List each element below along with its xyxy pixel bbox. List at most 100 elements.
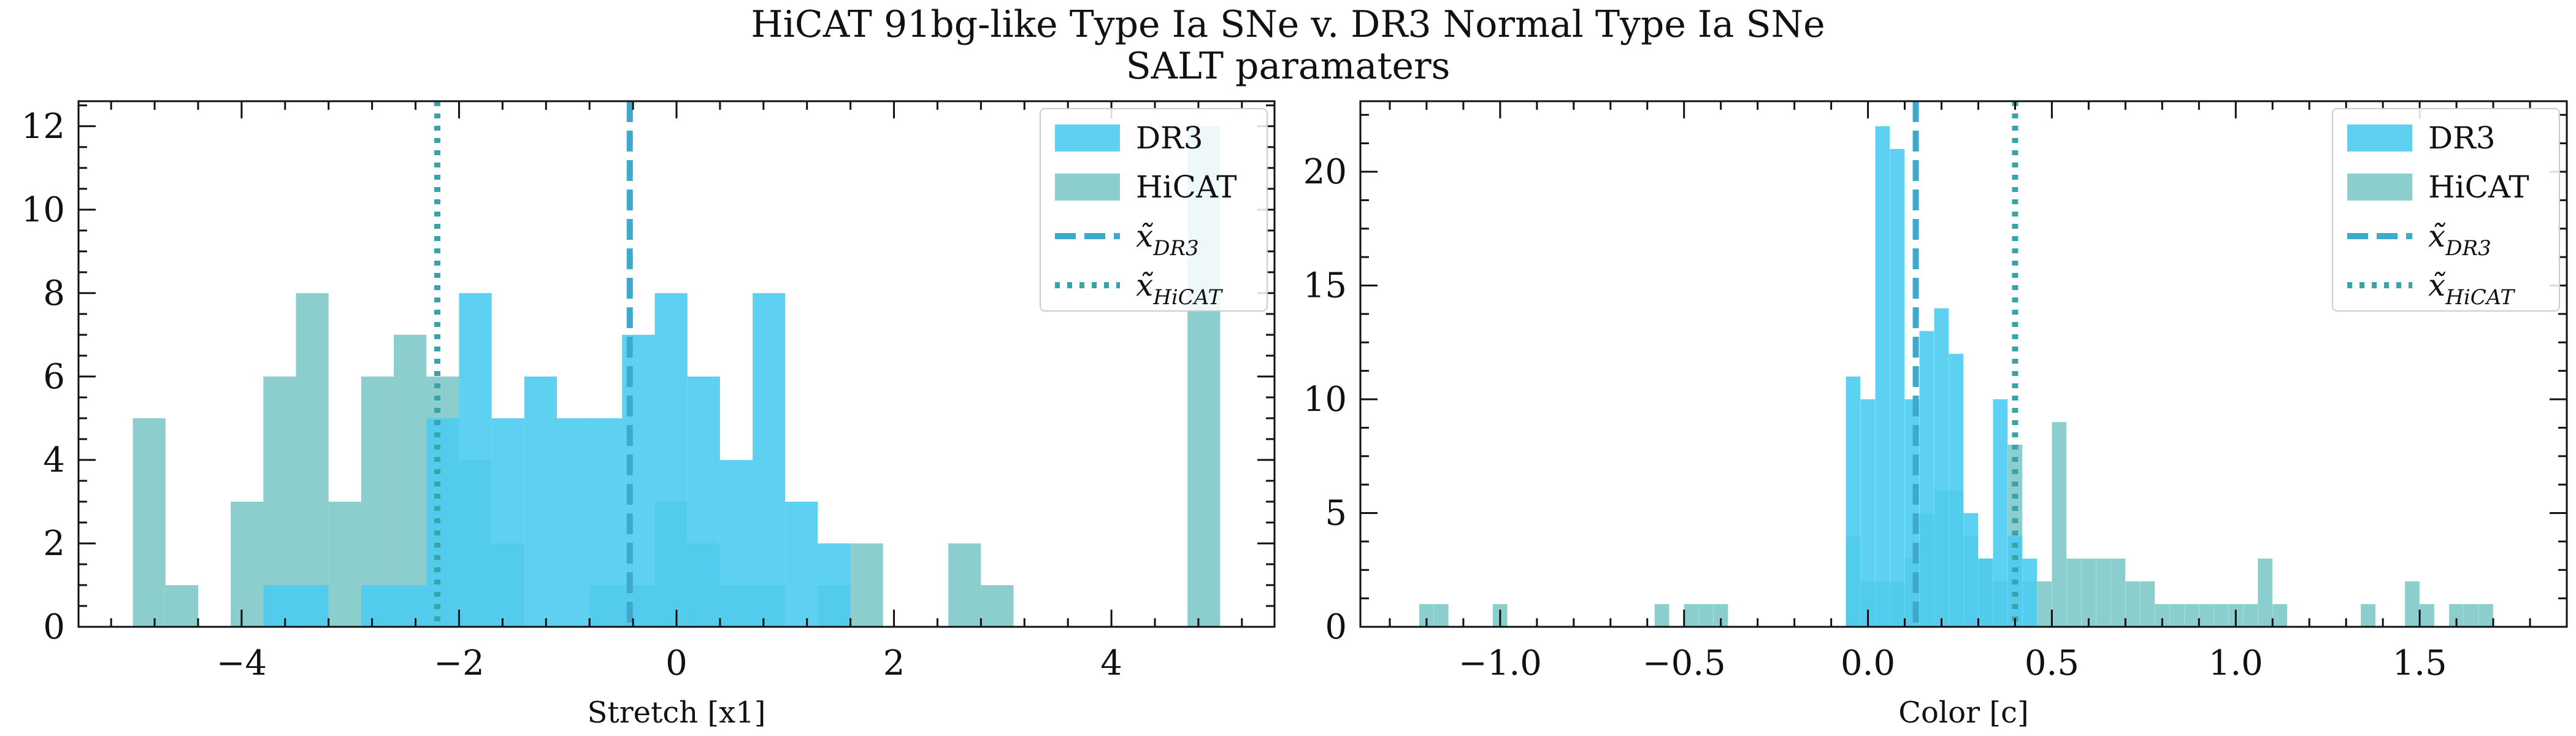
histogram-bar-hicat: [2140, 581, 2155, 627]
histogram-bar-dr3: [459, 293, 492, 627]
histogram-bar-hicat: [132, 418, 166, 627]
histogram-bar-dr3: [491, 418, 524, 627]
histogram-bar-hicat: [394, 334, 427, 627]
histogram-bar-hicat: [2361, 604, 2375, 627]
histogram-bar-hicat: [2464, 604, 2478, 627]
x-tick-label: 2: [883, 643, 905, 683]
legend-entry-dr3-label-main: DR3: [1136, 120, 1203, 156]
y-tick-label: 8: [43, 274, 65, 313]
histogram-bar-hicat: [1713, 604, 1728, 627]
histogram-bar-dr3: [589, 418, 623, 627]
y-tick-label: 5: [1325, 494, 1347, 534]
histogram-bar-dr3: [687, 376, 720, 627]
y-tick-label: 10: [1303, 380, 1347, 420]
color-histogram-panel: −1.0 −0.5 0.0 0.5 1.0 1.5 0 5 10 15 20 Color [c] DR3…: [1303, 100, 2568, 730]
histogram-bar-dr3: [1860, 399, 1876, 627]
legend-entry-hicat-label: HiCAT: [1136, 169, 1237, 205]
histogram-bar-dr3: [1846, 376, 1861, 627]
histogram-bar-hicat: [2169, 604, 2185, 627]
legend-entry-dr3-swatch: [2347, 125, 2412, 151]
histogram-bar-hicat: [2405, 581, 2420, 627]
histogram-bar-dr3: [361, 585, 394, 627]
legend-entry-dr3-label-main: DR3: [2428, 120, 2496, 156]
legend-entry-hicat-median-label: x̃HiCAT: [1136, 267, 1223, 310]
series-dr3: [263, 293, 851, 627]
histogram-bar-hicat: [850, 543, 883, 627]
histogram-bar-dr3: [296, 585, 329, 627]
legend-entry-hicat-swatch: [2347, 174, 2412, 201]
legend-entry-dr3-median-label-sub: DR3: [2445, 236, 2491, 261]
y-tick-label: 0: [43, 607, 65, 647]
histogram-bar-hicat: [2155, 604, 2170, 627]
y-tick-label: 6: [43, 357, 65, 397]
y-tick-label: 0: [1325, 607, 1347, 647]
histogram-bar-hicat: [2449, 604, 2464, 627]
histogram-bar-hicat: [981, 585, 1014, 627]
x-tick-label: −4: [217, 643, 267, 683]
x-tick-label: 0.5: [2025, 643, 2079, 683]
histogram-bar-dr3: [426, 418, 459, 627]
figure-title: HiCAT 91bg-like Type Ia SNe v. DR3 Norma…: [751, 3, 1825, 46]
legend-entry-dr3-label: DR3: [1136, 120, 1203, 156]
legend-entry-hicat-label-main: HiCAT: [1136, 169, 1237, 205]
histogram-bar-hicat: [231, 501, 264, 627]
histogram-bar-hicat: [1419, 604, 1434, 627]
histogram-bar-dr3: [719, 459, 753, 627]
legend-entry-dr3-median-label: x̃DR3: [1136, 218, 1199, 261]
histogram-bar-hicat: [2066, 558, 2082, 627]
histogram-bar-hicat: [2258, 558, 2272, 627]
histogram-bar-dr3: [263, 585, 296, 627]
x-tick-label: 1.0: [2209, 643, 2263, 683]
legend-entry-hicat-label: HiCAT: [2428, 169, 2529, 205]
histogram-bar-dr3: [1934, 308, 1949, 627]
legend-entry-hicat-swatch: [1055, 174, 1120, 201]
histogram-bar-dr3: [1890, 148, 1905, 627]
histogram-bar-hicat: [2214, 604, 2228, 627]
legend-entry-hicat-median-label-sub: HiCAT: [1152, 285, 1223, 310]
histogram-bar-dr3: [1919, 331, 1934, 627]
histogram-bar-hicat: [2081, 558, 2096, 627]
histogram-bar-hicat: [296, 293, 329, 627]
x-axis-label: Stretch [x1]: [588, 696, 766, 730]
histogram-bar-hicat: [948, 543, 981, 627]
y-tick-label: 15: [1303, 266, 1347, 306]
x-tick-label: −2: [434, 643, 485, 683]
histogram-bar-dr3: [524, 376, 557, 627]
histogram-bar-hicat: [2110, 558, 2126, 627]
histogram-bar-dr3: [654, 293, 688, 627]
histogram-bar-dr3: [394, 585, 427, 627]
legend-entry-hicat-label-main: HiCAT: [2428, 169, 2529, 205]
histogram-bar-hicat: [328, 501, 361, 627]
x-tick-label: 1.5: [2393, 643, 2447, 683]
histogram-bar-hicat: [2037, 581, 2052, 627]
histogram-bar-hicat: [2199, 604, 2214, 627]
histogram-bar-hicat: [2096, 558, 2111, 627]
series-dr3: [1846, 126, 2037, 627]
y-tick-label: 10: [21, 190, 65, 230]
histogram-bar-hicat: [2243, 604, 2258, 627]
axes-frame: [1359, 100, 2568, 628]
y-tick-label: 12: [21, 107, 65, 147]
y-tick-label: 20: [1303, 152, 1347, 192]
histogram-bar-hicat: [1433, 604, 1449, 627]
legend-entry-hicat-median-label-main: x̃: [1136, 267, 1153, 303]
histogram-bar-hicat: [2052, 422, 2067, 627]
histogram-bar-hicat: [2184, 604, 2199, 627]
figure-subtitle: SALT paramaters: [1126, 45, 1451, 88]
legend-entry-dr3-label: DR3: [2428, 120, 2496, 156]
x-tick-label: 0: [665, 643, 688, 683]
x-tick-label: −1.0: [1459, 643, 1542, 683]
histogram-bar-hicat: [2125, 581, 2141, 627]
x-axis-label: Color [c]: [1898, 696, 2028, 730]
legend-entry-dr3-swatch: [1055, 125, 1120, 151]
y-tick-label: 4: [43, 440, 65, 480]
legend-entry-dr3-median-label-main: x̃: [2428, 218, 2445, 254]
x-tick-label: −0.5: [1643, 643, 1726, 683]
histogram-bar-dr3: [2022, 558, 2037, 627]
histogram-bar-hicat: [165, 585, 198, 627]
histogram-bar-hicat: [1684, 604, 1699, 627]
histogram-bar-hicat: [1698, 604, 1714, 627]
